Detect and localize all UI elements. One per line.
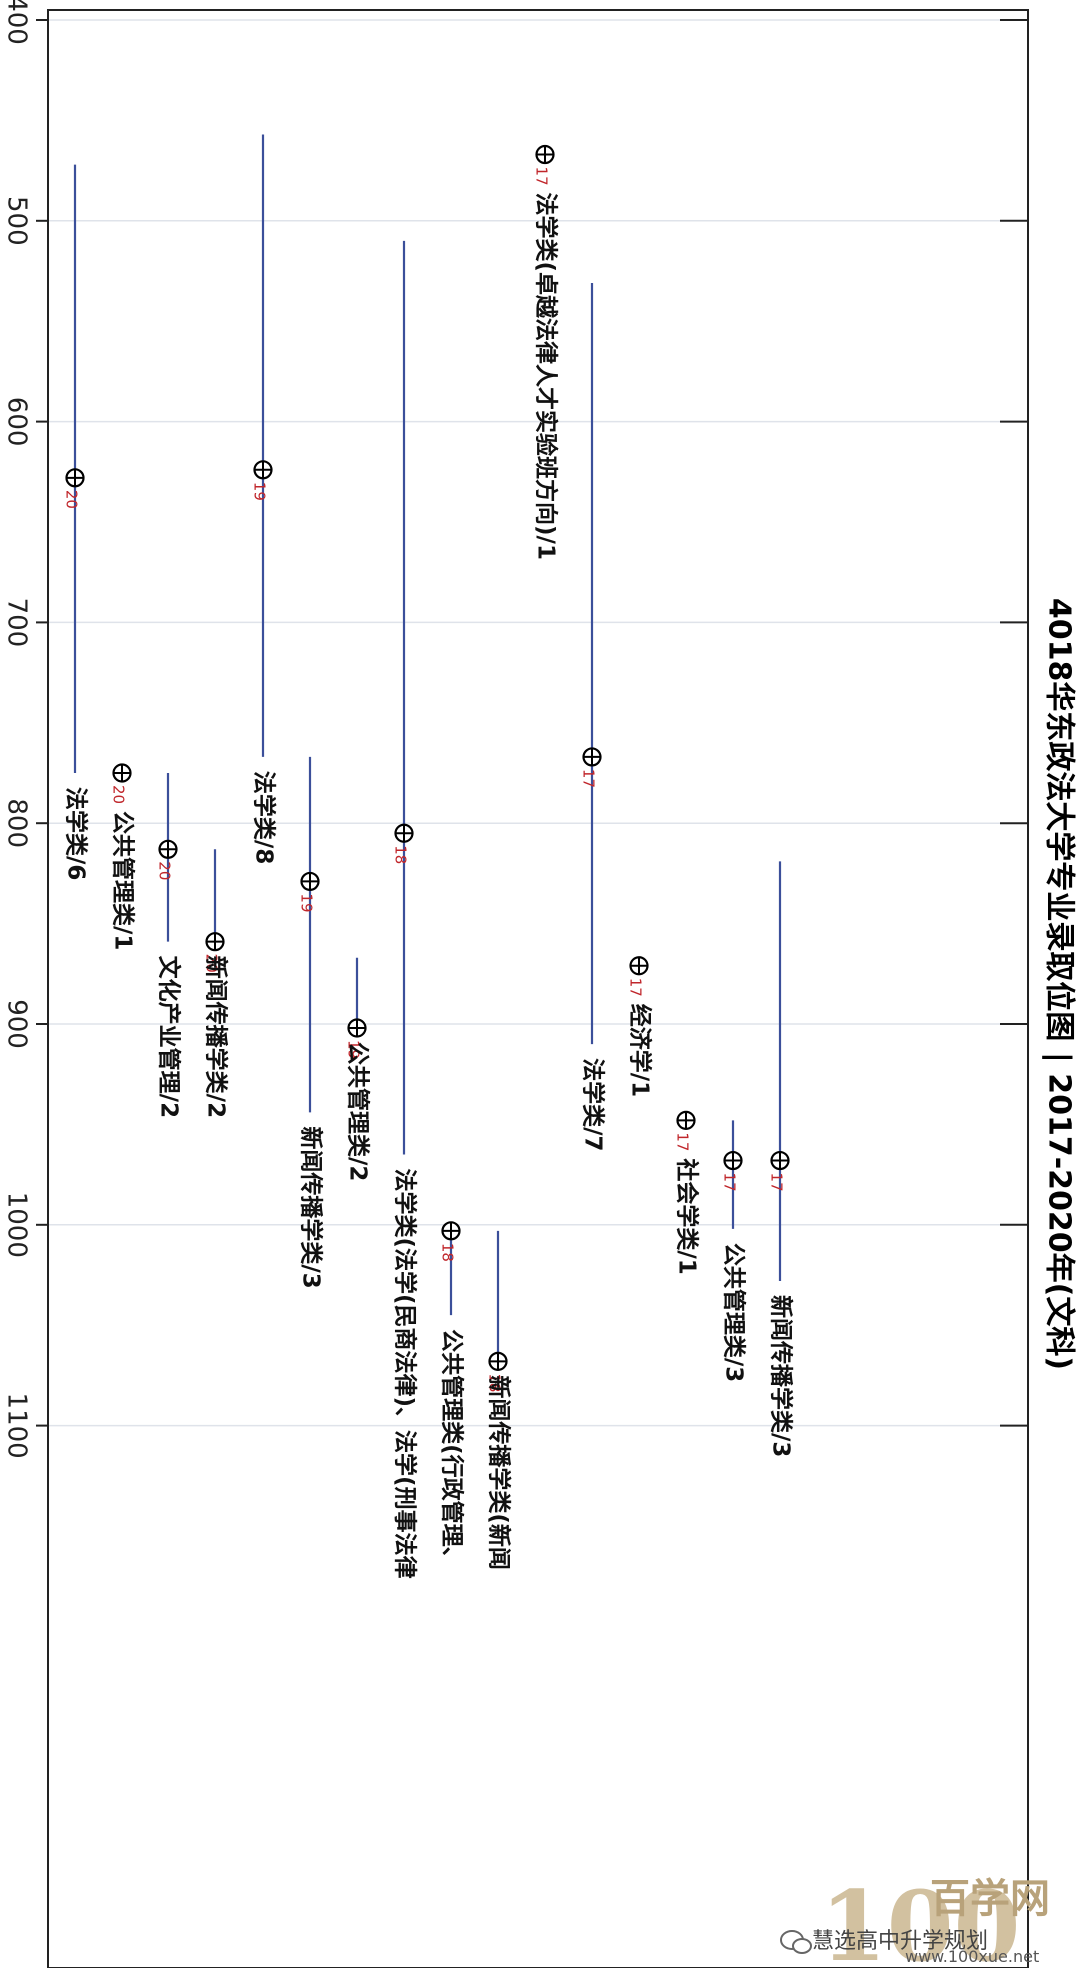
tick-label-group: 400 (2, 0, 32, 45)
series-label: 法学类/7 (580, 1058, 607, 1151)
tick-label: 1100 (2, 1393, 32, 1459)
year-label: 20 (110, 785, 128, 804)
series-label-group: 新闻传播学类/3 (298, 1126, 325, 1288)
series-label: 新闻传播学类(新闻 (486, 1375, 513, 1570)
watermark: 100 百学网 慧选高中升学规划 www.100xue.net (781, 1870, 1050, 1968)
year-label: 18 (392, 845, 410, 864)
series-label-group: 经济学/1 (627, 1004, 654, 1097)
series-label: 新闻传播学类/2 (203, 956, 230, 1118)
watermark-url: www.100xue.net (905, 1947, 1039, 1966)
series-label-group: 法学类/8 (251, 771, 278, 864)
tick-label-group: 900 (2, 999, 32, 1049)
series-label-group: 公共管理类/1 (110, 811, 137, 950)
year-label-group: 17 (674, 1132, 692, 1151)
series-label-group: 社会学类/1 (674, 1158, 701, 1274)
series-label-group: 新闻传播学类(新闻 (486, 1375, 513, 1570)
tick-label-group: 600 (2, 397, 32, 447)
series-label: 法学类/8 (251, 771, 278, 864)
year-label: 17 (674, 1132, 692, 1151)
tick-label: 500 (2, 196, 32, 246)
series-label: 经济学/1 (627, 1004, 654, 1097)
series-label: 社会学类/1 (674, 1158, 701, 1274)
series-label: 公共管理类/1 (110, 811, 137, 950)
chart-title-group: 4018华东政法大学专业录取位图 | 2017-2020年(文科) (1042, 598, 1077, 1370)
year-label: 17 (533, 167, 551, 186)
year-label: 17 (580, 769, 598, 788)
year-label: 20 (156, 861, 174, 880)
series-label-group: 公共管理类/2 (345, 1042, 372, 1181)
year-label-group: 20 (63, 490, 81, 509)
year-label-group: 19 (298, 893, 316, 912)
year-label: 19 (251, 482, 269, 501)
series-label: 法学类/6 (63, 787, 90, 880)
series-label: 法学类(卓越法律人才实验班方向)/1 (533, 193, 560, 560)
series-label: 公共管理类/2 (345, 1042, 372, 1181)
year-label: 17 (721, 1173, 739, 1192)
series-label-group: 新闻传播学类/3 (768, 1295, 795, 1457)
series-label-group: 法学类/6 (63, 787, 90, 880)
year-label-group: 17 (721, 1173, 739, 1192)
year-label: 17 (627, 978, 645, 997)
series-label-group: 公共管理类/3 (721, 1243, 748, 1382)
watermark-brand: 百学网 (930, 1875, 1050, 1922)
tick-label-group: 800 (2, 798, 32, 848)
value-axis: 400 500 600 700 800 900 1000 1100 (2, 0, 1029, 1459)
wechat-icon (781, 1931, 811, 1953)
series-label: 公共管理类/3 (721, 1243, 748, 1382)
year-label-group: 20 (156, 861, 174, 880)
year-label: 18 (439, 1243, 457, 1262)
series-label-group: 文化产业管理/2 (156, 956, 183, 1118)
series-label: 新闻传播学类/3 (298, 1126, 325, 1288)
tick-label-group: 700 (2, 598, 32, 648)
tick-label: 900 (2, 999, 32, 1049)
year-label-group: 17 (580, 769, 598, 788)
year-label-group: 17 (533, 167, 551, 186)
year-label: 20 (63, 490, 81, 509)
tick-label: 700 (2, 598, 32, 648)
tick-label-group: 500 (2, 196, 32, 246)
tick-label-group: 1100 (2, 1393, 32, 1459)
series-label-group: 法学类(卓越法律人才实验班方向)/1 (533, 193, 560, 560)
tick-label-group: 1000 (2, 1192, 32, 1258)
tick-label: 600 (2, 397, 32, 447)
year-label: 19 (298, 893, 316, 912)
series-label-group: 新闻传播学类/2 (203, 956, 230, 1118)
series-label: 文化产业管理/2 (156, 956, 183, 1118)
series-label: 公共管理类(行政管理、 (439, 1329, 466, 1570)
year-label-group: 18 (392, 845, 410, 864)
series-label-group: 公共管理类(行政管理、 (439, 1329, 466, 1570)
year-label-group: 17 (627, 978, 645, 997)
year-label-group: 19 (251, 482, 269, 501)
year-label-group: 17 (768, 1173, 786, 1192)
year-label-group: 20 (110, 785, 128, 804)
tick-label: 1000 (2, 1192, 32, 1258)
year-label-group: 18 (439, 1243, 457, 1262)
series-label-group: 法学类/7 (580, 1058, 607, 1151)
series-label-group: 法学类(法学(民商法律)、法学(刑事法律 (392, 1169, 419, 1579)
series-label: 新闻传播学类/3 (768, 1295, 795, 1457)
chart-title: 4018华东政法大学专业录取位图 | 2017-2020年(文科) (1042, 598, 1077, 1370)
tick-label: 800 (2, 798, 32, 848)
tick-label: 400 (2, 0, 32, 45)
year-label: 17 (768, 1173, 786, 1192)
series-label: 法学类(法学(民商法律)、法学(刑事法律 (392, 1169, 419, 1579)
